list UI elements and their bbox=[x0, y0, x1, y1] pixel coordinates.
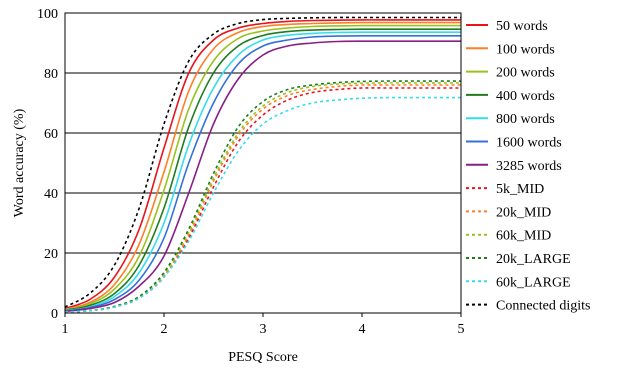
y-tick-label: 100 bbox=[37, 7, 58, 22]
x-tick-label: 5 bbox=[458, 322, 465, 337]
legend-label: 400 words bbox=[496, 89, 555, 104]
legend-label: 20k_LARGE bbox=[496, 252, 571, 267]
series-line-11 bbox=[64, 80, 461, 313]
legend-label: 20k_MID bbox=[496, 205, 551, 220]
legend-label: 200 words bbox=[496, 66, 555, 81]
x-tick-label: 3 bbox=[260, 322, 267, 337]
series-line-4 bbox=[64, 28, 461, 312]
x-tick-labels: 1 2 3 4 5 bbox=[62, 313, 465, 337]
x-axis-label: PESQ Score bbox=[228, 350, 298, 365]
y-tick-labels: 0 20 40 60 80 100 bbox=[37, 7, 58, 322]
legend-label: 60k_LARGE bbox=[496, 275, 571, 290]
series-line-7 bbox=[64, 40, 461, 313]
series-line-6 bbox=[64, 34, 461, 312]
legend-label: 50 words bbox=[496, 19, 548, 34]
series-line-12 bbox=[64, 96, 461, 313]
legend-label: 1600 words bbox=[496, 136, 562, 151]
y-tick-label: 20 bbox=[44, 247, 58, 262]
series-line-5 bbox=[64, 31, 461, 312]
legend-label: 60k_MID bbox=[496, 229, 551, 244]
legend-label: 3285 words bbox=[496, 159, 562, 174]
series-line-2 bbox=[64, 21, 461, 311]
x-tick-label: 2 bbox=[161, 322, 168, 337]
series-line-3 bbox=[64, 24, 461, 311]
legend-label: 100 words bbox=[496, 42, 555, 57]
plot-frame bbox=[64, 12, 462, 314]
grid-lines bbox=[65, 72, 461, 254]
legend-label: Connected digits bbox=[496, 299, 591, 314]
series-group bbox=[64, 16, 461, 313]
y-tick-label: 60 bbox=[44, 127, 58, 142]
y-tick-label: 0 bbox=[51, 307, 58, 322]
legend: 50 words 100 words 200 words 400 words 800 w… bbox=[466, 19, 591, 314]
series-line-13 bbox=[64, 16, 461, 308]
x-tick-label: 4 bbox=[359, 322, 366, 337]
y-tick-label: 80 bbox=[44, 67, 58, 82]
series-line-1 bbox=[64, 19, 461, 310]
y-axis-label: Word accuracy (%) bbox=[12, 108, 27, 217]
y-tick-label: 40 bbox=[44, 187, 58, 202]
x-tick-label: 1 bbox=[62, 322, 69, 337]
legend-label: 5k_MID bbox=[496, 182, 544, 197]
legend-label: 800 words bbox=[496, 112, 555, 127]
